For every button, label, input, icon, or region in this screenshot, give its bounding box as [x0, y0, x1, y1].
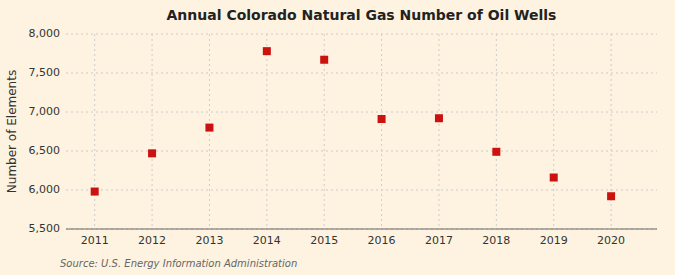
- y-grid-line: [66, 34, 657, 35]
- y-grid-line: [66, 112, 657, 113]
- x-grid-line: [266, 34, 267, 229]
- x-grid-line: [152, 34, 153, 229]
- x-tick-label: 2015: [310, 234, 338, 247]
- y-grid-line: [66, 190, 657, 191]
- x-grid-line: [94, 34, 95, 229]
- point: [435, 114, 443, 122]
- points: [91, 47, 615, 200]
- x-grid-line: [496, 34, 497, 229]
- y-axis-label: Number of Elements: [5, 70, 19, 193]
- point: [378, 115, 386, 123]
- point: [91, 188, 99, 196]
- point: [148, 149, 156, 157]
- x-tick-label: 2016: [368, 234, 396, 247]
- grid: [66, 34, 657, 229]
- point: [205, 124, 213, 132]
- y-tick-label: 7,000: [29, 105, 61, 118]
- title: Annual Colorado Natural Gas Number of Oi…: [167, 7, 557, 23]
- x-grid-line: [438, 34, 439, 229]
- y-grid-line: [66, 229, 657, 230]
- x-tick-label: 2011: [81, 234, 109, 247]
- x-tick-label: 2013: [195, 234, 223, 247]
- y-grid-line: [66, 73, 657, 74]
- x-tick-label: 2014: [253, 234, 281, 247]
- point: [607, 192, 615, 200]
- x-tick-label: 2017: [425, 234, 453, 247]
- point: [263, 47, 271, 55]
- x-grid-line: [553, 34, 554, 229]
- y-tick-label: 6,000: [29, 183, 61, 196]
- source-note: Source: U.S. Energy Information Administ…: [60, 258, 297, 269]
- y-tick-label: 6,500: [29, 144, 61, 157]
- point: [550, 174, 558, 182]
- point: [320, 56, 328, 64]
- x-tick-label: 2020: [597, 234, 625, 247]
- chart-svg: 5,500 6,000 6,500 7,000 7,500 8,000 2011 2012 20…: [0, 0, 675, 275]
- chart-container: 5,500 6,000 6,500 7,000 7,500 8,000 2011 2012 20…: [0, 0, 675, 275]
- y-tick-label: 7,500: [29, 66, 61, 79]
- x-axis-line: [66, 229, 657, 230]
- y-tick-label: 8,000: [29, 27, 61, 40]
- x-tick-label: 2019: [540, 234, 568, 247]
- point: [492, 148, 500, 156]
- x-tick-label: 2018: [482, 234, 510, 247]
- x-tick-label: 2012: [138, 234, 166, 247]
- y-tick-label: 5,500: [29, 222, 61, 235]
- background: [0, 0, 675, 275]
- x-grid-line: [381, 34, 382, 229]
